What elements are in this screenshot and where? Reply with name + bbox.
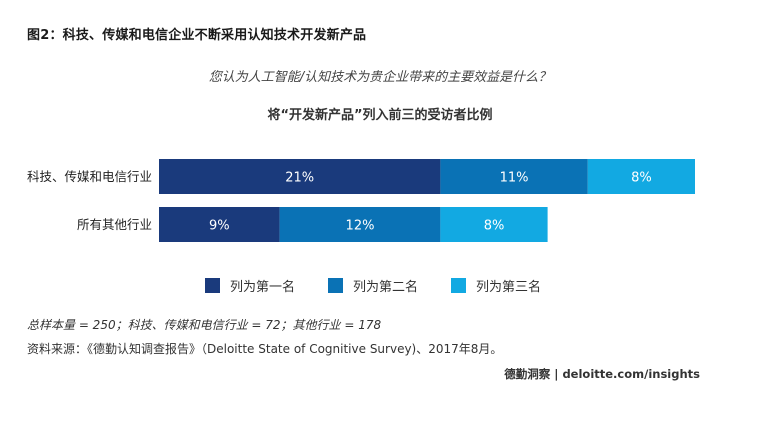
chart-legend: 列为第一名 列为第二名 列为第三名 <box>0 276 760 296</box>
legend-label-rank3: 列为第三名 <box>476 280 542 295</box>
bar-segment-rank2 <box>440 159 588 194</box>
bar-data-label: 11% <box>500 171 529 186</box>
bar-segment-rank1 <box>159 159 441 194</box>
bar-segment-rank3 <box>440 207 548 242</box>
legend-item-rank2: 列为第二名 <box>328 276 418 295</box>
bar-data-label: 21% <box>285 171 314 186</box>
bar-segment-rank1 <box>159 207 280 242</box>
category-label: 科技、传媒和电信行业 <box>27 169 152 184</box>
category-label: 所有其他行业 <box>77 217 152 232</box>
legend-label-rank2: 列为第二名 <box>353 280 419 295</box>
survey-question: 您认为人工智能/认知技术为贵企业带来的主要效益是什么？ <box>208 70 552 85</box>
legend-swatch-rank1 <box>205 278 220 293</box>
stacked-bar-chart: 科技、传媒和电信行业 21% 11% 8% 所有其他行业 9% 12% 8% <box>27 159 695 242</box>
legend-swatch-rank3 <box>451 278 466 293</box>
brand-footer: 德勤洞察 | deloitte.com/insights <box>504 367 700 381</box>
legend-swatch-rank2 <box>328 278 343 293</box>
legend-item-rank3: 列为第三名 <box>451 276 541 295</box>
chart-subtitle: 将“开发新产品”列入前三的受访者比例 <box>267 108 493 123</box>
bar-data-label: 8% <box>484 219 505 234</box>
sample-size-note: 总样本量 = 250；科技、传媒和电信行业 = 72；其他行业 = 178 <box>27 318 382 332</box>
bar-data-label: 9% <box>209 219 230 234</box>
bar-segment-rank2 <box>279 207 441 242</box>
legend-label-rank1: 列为第一名 <box>230 280 296 295</box>
bar-data-label: 8% <box>631 171 652 186</box>
figure-title: 图2：科技、传媒和电信企业不断采用认知技术开发新产品 <box>27 28 367 43</box>
source-note: 资料来源：《德勤认知调查报告》（Deloitte State of Cognit… <box>27 342 503 356</box>
bar-data-label: 12% <box>346 219 375 234</box>
legend-item-rank1: 列为第一名 <box>205 276 295 295</box>
bar-segment-rank3 <box>587 159 695 194</box>
